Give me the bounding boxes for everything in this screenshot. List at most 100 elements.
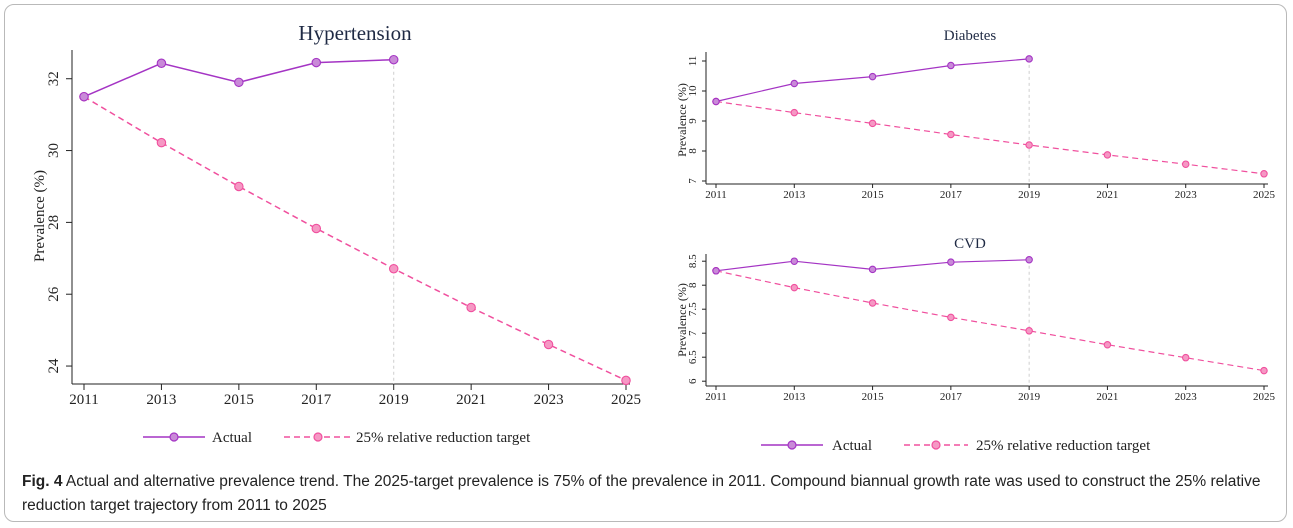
y-tick-label: 6.5 xyxy=(687,350,699,364)
figure-caption: Fig. 4 Actual and alternative prevalence… xyxy=(22,470,1272,518)
target-point xyxy=(790,283,799,292)
target-point xyxy=(466,302,476,313)
target-point xyxy=(1025,327,1033,335)
y-tick-label: 28 xyxy=(46,215,62,230)
y-tick-label: 8 xyxy=(687,282,699,288)
legend-actual: Actual xyxy=(143,430,252,446)
target-series-line xyxy=(715,270,1265,372)
x-tick-label: 2025 xyxy=(1253,391,1276,403)
target-point xyxy=(868,299,877,307)
target-point xyxy=(388,263,399,274)
legend-left: Actual 25% relative reduction target xyxy=(143,430,531,446)
target-point xyxy=(1260,366,1268,375)
actual-point xyxy=(712,97,720,106)
legend-target: 25% relative reduction target xyxy=(284,430,531,446)
legend-target-marker xyxy=(313,432,323,442)
x-tick-label: 2017 xyxy=(940,189,963,201)
y-tick-label: 7 xyxy=(687,178,699,184)
target-series-line xyxy=(83,96,627,382)
target-point xyxy=(1181,160,1190,168)
target-point xyxy=(790,108,799,117)
x-tick-label: 2013 xyxy=(146,392,176,408)
target-point xyxy=(156,137,167,148)
x-tick-label: 2025 xyxy=(611,392,641,408)
legend-actual: Actual xyxy=(761,438,872,454)
actual-point xyxy=(790,79,799,88)
target-point xyxy=(311,223,322,234)
diabetes-chart: Diabetes Prevalence (%) 2011 2013 2015 2017… xyxy=(675,28,1276,201)
cvd-chart: CVD Prevalence (%) 2011 2013 2015 2017 2019 2… xyxy=(675,236,1276,403)
target-point xyxy=(1260,170,1268,178)
x-tick-label: 2017 xyxy=(940,391,963,403)
x-tick-label: 2015 xyxy=(862,189,885,201)
actual-point xyxy=(868,72,877,81)
hypertension-title: Hypertension xyxy=(298,21,412,45)
y-tick-label: 8 xyxy=(687,148,699,154)
legend-target: 25% relative reduction target xyxy=(904,438,1151,454)
target-point xyxy=(947,313,955,322)
y-tick-label: 24 xyxy=(46,358,62,374)
actual-point xyxy=(947,258,955,266)
target-point xyxy=(1025,141,1033,149)
x-tick-label: 2011 xyxy=(69,392,98,408)
actual-point xyxy=(234,77,244,88)
actual-point xyxy=(790,257,799,265)
x-tick-label: 2023 xyxy=(1175,391,1198,403)
target-point xyxy=(1181,353,1190,362)
x-tick-label: 2017 xyxy=(301,392,332,408)
x-tick-label: 2013 xyxy=(783,391,806,403)
x-tick-label: 2019 xyxy=(379,392,409,408)
y-tick-label: 26 xyxy=(46,286,62,302)
actual-point xyxy=(868,265,877,274)
legend-target-label: 25% relative reduction target xyxy=(976,438,1151,454)
target-point xyxy=(543,339,554,350)
target-point xyxy=(947,130,955,139)
x-tick-label: 2021 xyxy=(1096,189,1118,201)
x-tick-label: 2025 xyxy=(1253,189,1276,201)
legend-actual-marker xyxy=(787,440,797,450)
figure-frame xyxy=(4,4,1287,522)
x-tick-label: 2015 xyxy=(862,391,885,403)
x-tick-label: 2021 xyxy=(456,392,486,408)
legend-target-marker xyxy=(931,440,941,450)
actual-point xyxy=(388,54,399,65)
cvd-y-axis-title: Prevalence (%) xyxy=(675,283,689,357)
x-tick-label: 2019 xyxy=(1018,391,1041,403)
target-point xyxy=(868,119,877,128)
actual-point xyxy=(947,61,955,70)
y-tick-label: 8.5 xyxy=(687,254,699,268)
y-tick-label: 11 xyxy=(687,56,699,67)
x-tick-label: 2019 xyxy=(1018,189,1041,201)
actual-point xyxy=(156,58,167,69)
target-point xyxy=(1103,340,1112,349)
target-series-line xyxy=(715,100,1265,175)
actual-point xyxy=(1025,55,1033,63)
cvd-title: CVD xyxy=(954,236,986,252)
caption-text: Actual and alternative prevalence trend.… xyxy=(22,473,1261,514)
x-tick-label: 2023 xyxy=(1175,189,1198,201)
legend-target-label: 25% relative reduction target xyxy=(356,430,531,446)
actual-point xyxy=(79,91,89,102)
caption-label: Fig. 4 xyxy=(22,473,63,490)
hypertension-chart: Hypertension Prevalence (%) 2011 2013 2015… xyxy=(32,21,641,408)
legend-right: Actual 25% relative reduction target xyxy=(761,438,1151,454)
actual-point xyxy=(1025,256,1033,264)
actual-point xyxy=(712,267,720,275)
actual-point xyxy=(311,57,322,68)
y-tick-label: 9 xyxy=(687,118,699,124)
x-tick-label: 2015 xyxy=(224,392,254,408)
hypertension-y-axis-title: Prevalence (%) xyxy=(32,170,48,262)
y-tick-label: 10 xyxy=(687,85,699,97)
legend-actual-marker xyxy=(169,432,179,442)
y-tick-label: 30 xyxy=(46,143,62,158)
legend-actual-label: Actual xyxy=(832,438,872,454)
x-tick-label: 2013 xyxy=(783,189,806,201)
figure-canvas: Hypertension Prevalence (%) 2011 2013 2015… xyxy=(32,21,1276,454)
y-tick-label: 7.5 xyxy=(687,302,699,316)
y-tick-label: 6 xyxy=(687,378,699,384)
x-tick-label: 2011 xyxy=(705,189,727,201)
y-tick-label: 32 xyxy=(46,71,62,86)
x-tick-label: 2023 xyxy=(534,392,564,408)
x-tick-label: 2011 xyxy=(705,391,727,403)
legend-actual-label: Actual xyxy=(212,430,252,446)
